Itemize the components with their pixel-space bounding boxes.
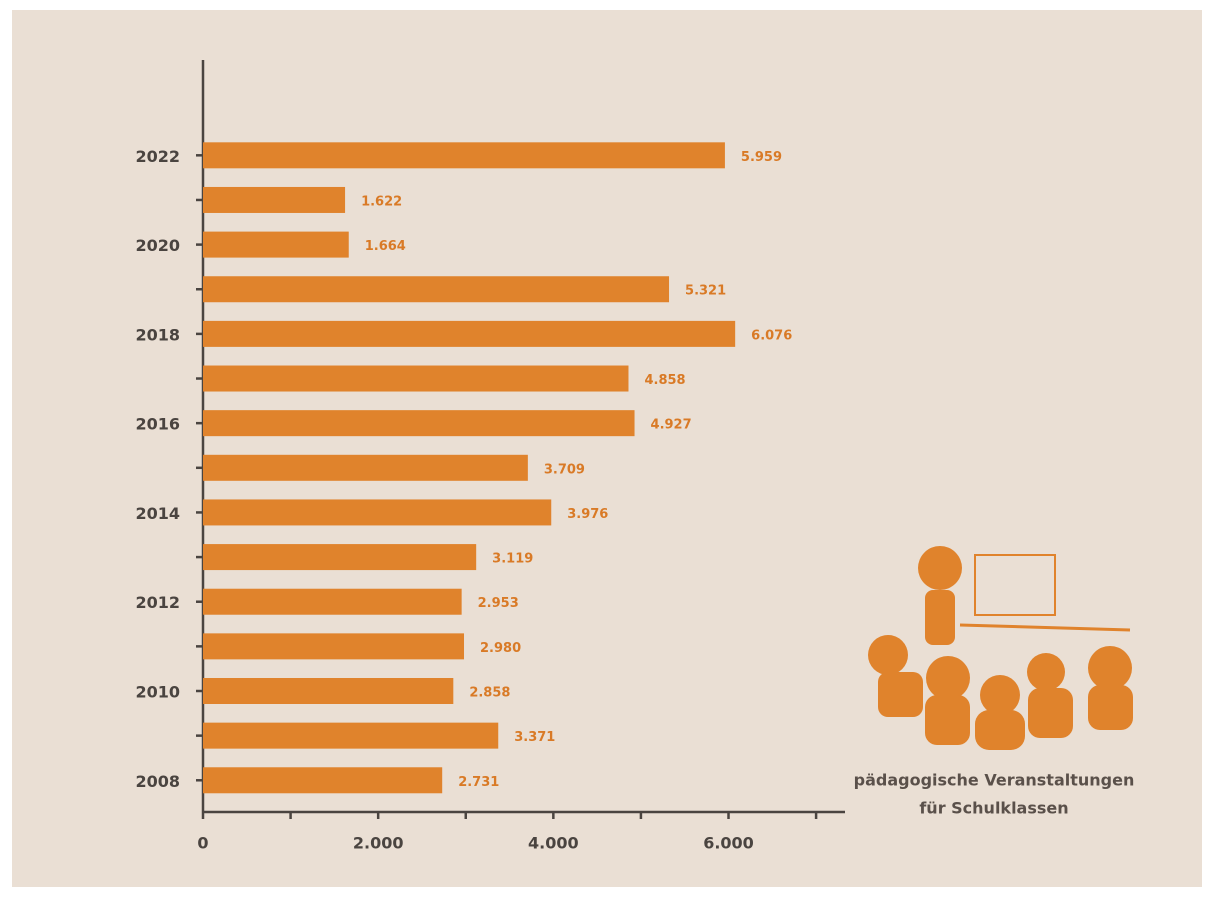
y-tick-label: 2016 [135,415,180,434]
illustration [868,546,1133,750]
x-tick-label: 0 [197,834,208,853]
bar [203,186,346,213]
x-tick-label: 2.000 [353,834,404,853]
bar [203,678,454,704]
x-tick-label: 4.000 [528,834,579,853]
value-label: 4.927 [651,418,692,433]
bar [203,320,736,347]
bar [203,454,528,481]
value-label: 2.953 [478,596,519,611]
bar [203,767,443,794]
bar [203,633,465,660]
y-tick-label: 2020 [135,236,180,255]
bar [203,231,349,258]
value-label: 6.076 [751,328,792,343]
bar [203,365,629,392]
value-label: 1.622 [361,194,402,209]
value-label: 1.664 [365,239,406,254]
y-tick-label: 2014 [135,504,180,523]
bar [203,410,635,437]
caption: für Schulklassen [919,799,1068,818]
value-label: 3.709 [544,462,585,477]
background [12,10,1202,887]
value-label: 3.976 [567,507,608,522]
x-tick-label: 6.000 [703,834,754,853]
value-label: 2.858 [469,686,510,701]
bar [203,722,499,749]
value-label: 2.980 [480,641,521,656]
value-label: 4.858 [644,373,685,388]
bar [203,588,462,615]
caption: pädagogische Veranstaltungen [854,771,1135,790]
y-tick-label: 2018 [135,325,180,344]
value-label: 3.371 [514,730,555,745]
bar [203,544,477,571]
y-tick-label: 2012 [135,593,180,612]
value-label: 2.731 [458,775,499,790]
bar [203,499,552,526]
value-label: 3.119 [492,552,533,567]
bar [203,276,670,303]
value-label: 5.321 [685,284,726,299]
y-tick-label: 2008 [135,772,180,791]
bar [203,142,725,169]
y-tick-label: 2010 [135,683,180,702]
value-label: 5.959 [741,150,782,165]
y-tick-label: 2022 [135,147,180,166]
